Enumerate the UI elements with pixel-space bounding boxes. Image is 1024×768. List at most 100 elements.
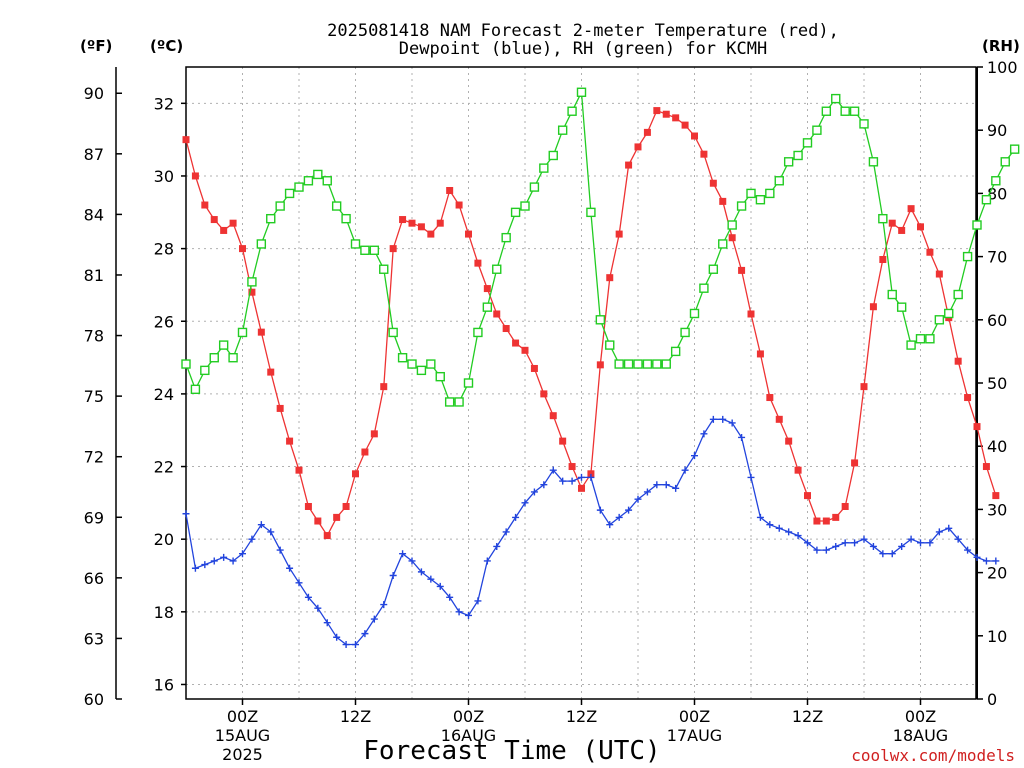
- rh-point: [397, 353, 408, 363]
- temperature-point: [483, 285, 491, 293]
- rh-point: [906, 340, 916, 350]
- dewpoint-point: [210, 557, 218, 565]
- temperature-point: [587, 470, 595, 478]
- plot-area-border: [185, 66, 977, 700]
- rh-point: [793, 150, 803, 161]
- rh-tick-label: 40: [987, 437, 1007, 456]
- temperature-point: [691, 132, 698, 140]
- rh-point: [294, 182, 304, 192]
- temperature-point: [474, 259, 482, 267]
- rh-point: [896, 302, 907, 312]
- rh-point: [567, 106, 577, 116]
- x-tick-date: 15AUG: [215, 726, 270, 745]
- temperature-point: [615, 230, 623, 238]
- dewpoint-point: [408, 557, 416, 565]
- dewpoint-point: [898, 542, 906, 550]
- temperature-point: [342, 502, 350, 510]
- x-tick-label: 00Z: [679, 707, 710, 726]
- rh-point: [520, 201, 530, 211]
- rh-point: [200, 365, 210, 376]
- rh-point: [878, 213, 888, 224]
- temperature-point: [465, 230, 472, 238]
- dewpoint-series: [182, 415, 1000, 649]
- plot-frame: [115, 66, 978, 700]
- temperature-point: [728, 234, 736, 242]
- rh-point: [284, 188, 295, 199]
- dewpoint-point: [756, 513, 764, 521]
- fahrenheit-tick-label: 66: [84, 569, 104, 588]
- dewpoint-point: [286, 564, 294, 572]
- temperature-point: [719, 197, 727, 205]
- dewpoint-point: [691, 452, 698, 460]
- rh-point: [727, 220, 737, 230]
- dewpoint-point: [587, 473, 595, 481]
- rh-point: [510, 207, 521, 218]
- rh-tick-label: 20: [987, 564, 1007, 583]
- temperature-point: [672, 114, 680, 122]
- rh-tick-label: 100: [987, 58, 1018, 77]
- rh-point: [736, 201, 747, 211]
- temperature-point: [794, 466, 802, 474]
- temperature-point: [738, 266, 746, 274]
- dewpoint-point: [804, 539, 811, 547]
- temperature-point: [747, 310, 755, 318]
- temperature-point: [653, 107, 661, 115]
- temperature-point: [879, 256, 887, 264]
- rh-point: [802, 138, 813, 148]
- temperature-point: [596, 361, 604, 369]
- dewpoint-point: [681, 466, 689, 474]
- dewpoint-point: [201, 561, 209, 569]
- celsius-tick-label: 16: [154, 675, 174, 694]
- dewpoint-point: [323, 619, 331, 627]
- dewpoint-point: [728, 419, 736, 427]
- dewpoint-point: [719, 415, 727, 423]
- rh-point: [746, 188, 756, 199]
- x-tick-year: 2025: [222, 745, 263, 764]
- rh-point: [680, 327, 690, 338]
- rh-point: [473, 327, 483, 338]
- temperature-point: [992, 492, 1000, 500]
- temperature-point: [239, 245, 246, 253]
- temperature-point: [446, 186, 454, 194]
- temperature-point: [785, 437, 793, 445]
- temperature-point: [888, 219, 896, 227]
- rh-point: [962, 251, 973, 262]
- x-tick-label: 00Z: [453, 707, 484, 726]
- temperature-point: [841, 502, 849, 510]
- temperature-point: [964, 394, 972, 402]
- temperature-point: [276, 404, 284, 412]
- dewpoint-point: [869, 542, 877, 550]
- x-tick-date: 18AUG: [893, 726, 948, 745]
- rh-tick-label: 90: [987, 121, 1007, 140]
- temperature-point: [502, 325, 510, 333]
- dewpoint-point: [813, 546, 821, 554]
- dewpoint-point: [389, 572, 397, 580]
- dewpoint-point: [304, 593, 312, 601]
- y-axes: 16 18 20 22 24 26 28 30 32 60 63 66 69 72 75 78 81 84 87 90…: [84, 58, 1018, 709]
- rh-point: [482, 302, 493, 312]
- dewpoint-point: [964, 546, 972, 554]
- dewpoint-point: [257, 521, 265, 529]
- dewpoint-point: [766, 521, 774, 529]
- x-tick-label: 12Z: [340, 707, 371, 726]
- temperature-point: [361, 448, 369, 456]
- dewpoint-point: [625, 506, 633, 514]
- dewpoint-point: [643, 488, 651, 496]
- dewpoint-point: [483, 557, 491, 565]
- rh-point: [407, 359, 417, 369]
- temperature-point: [333, 513, 341, 521]
- dewpoint-point: [935, 528, 943, 536]
- rh-tick-label: 10: [987, 627, 1007, 646]
- rh-point: [887, 289, 897, 300]
- dewpoint-point: [926, 539, 934, 547]
- rh-point: [218, 340, 229, 350]
- rh-point: [718, 239, 728, 249]
- dewpoint-point: [229, 557, 237, 565]
- rh-point: [605, 340, 615, 350]
- temperature-point: [606, 274, 614, 282]
- rh-tick-label: 0: [987, 690, 997, 709]
- dewpoint-point: [455, 608, 463, 616]
- dewpoint-point: [342, 641, 350, 649]
- dewpoint-point: [549, 466, 557, 474]
- temperature-point: [681, 121, 689, 129]
